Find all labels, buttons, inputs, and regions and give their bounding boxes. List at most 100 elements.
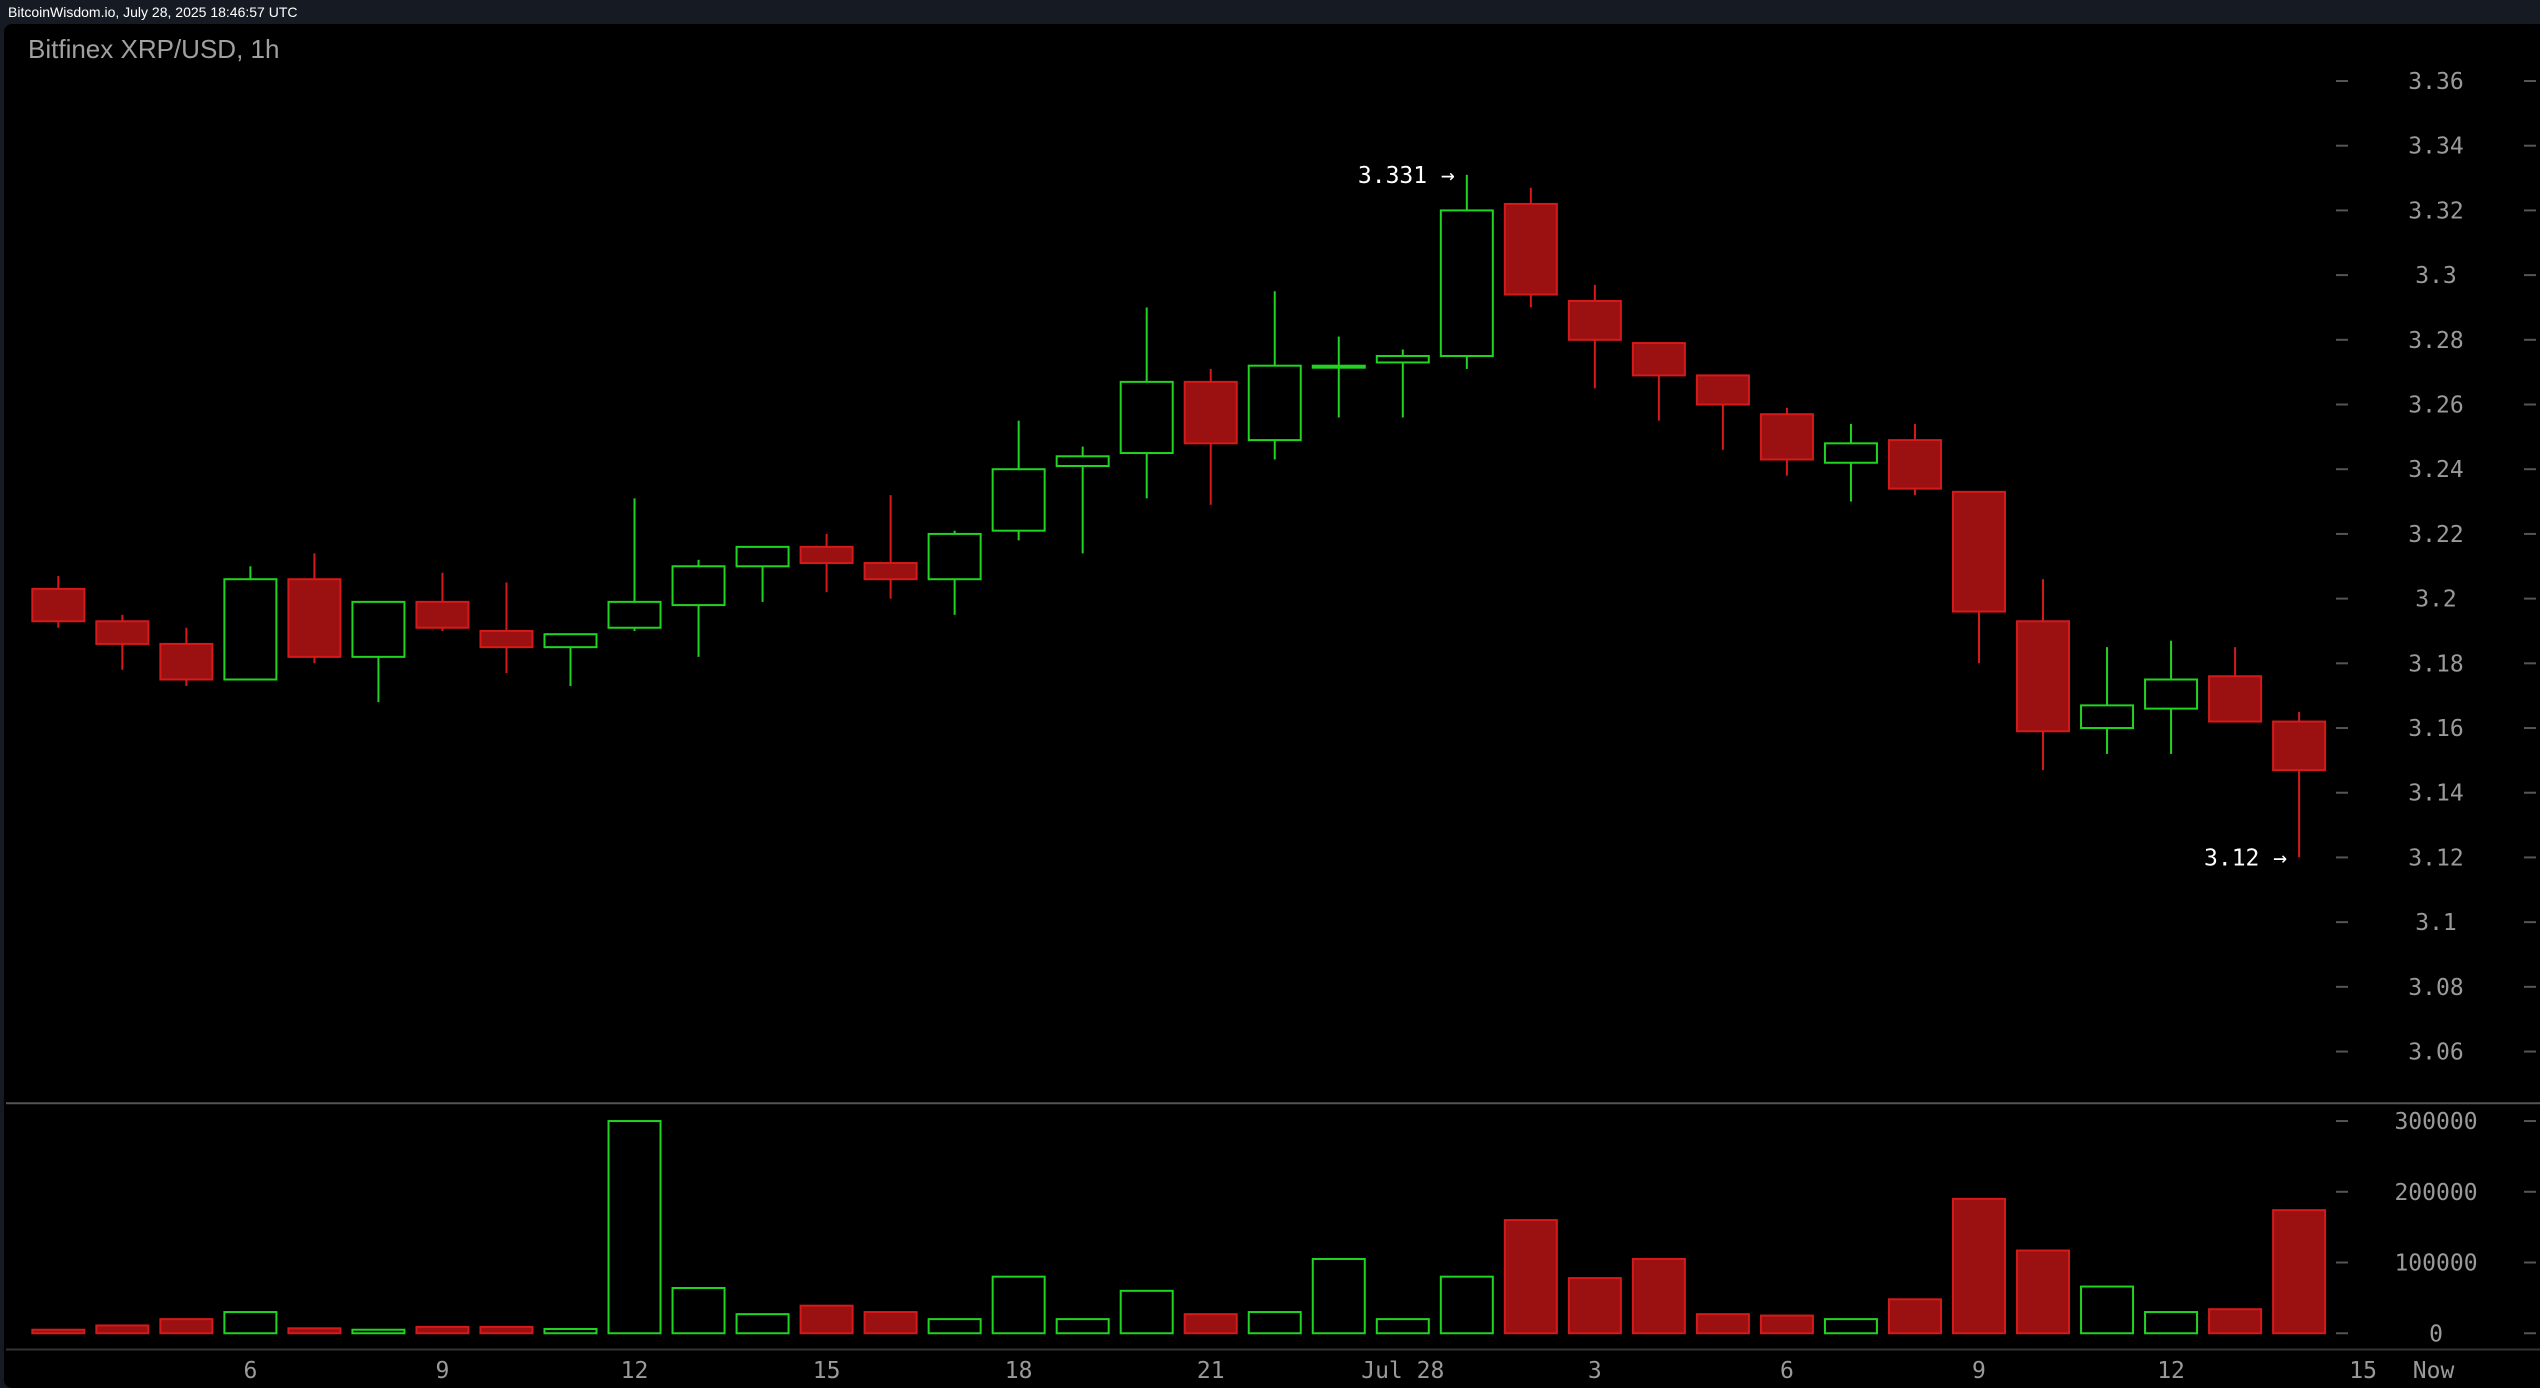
- candle-up: [991, 468, 1046, 532]
- volume-bar: [223, 1311, 278, 1335]
- volume-axis-label: 100000: [2394, 1251, 2477, 1277]
- time-axis-label: Jul 28: [1361, 1358, 1444, 1384]
- time-axis-label: 15: [2349, 1358, 2377, 1384]
- price-axis-label: 3.08: [2408, 975, 2463, 1001]
- candle-down: [2208, 675, 2263, 723]
- candle-up: [2080, 704, 2135, 730]
- candle-down: [1951, 490, 2006, 613]
- volume-bar: [95, 1324, 150, 1335]
- time-axis-label: Now: [2413, 1358, 2455, 1384]
- candle-down: [1887, 439, 1942, 490]
- time-axis-label: 12: [621, 1358, 649, 1384]
- time-axis-label: 12: [2157, 1358, 2185, 1384]
- volume-bar: [415, 1325, 470, 1335]
- volume-bar: [1055, 1318, 1110, 1335]
- price-axis-label: 3.14: [2408, 781, 2463, 807]
- volume-bar: [863, 1311, 918, 1335]
- price-axis-label: 3.28: [2408, 328, 2463, 354]
- price-axis-label: 3.2: [2415, 587, 2457, 613]
- volume-bar: [351, 1328, 406, 1335]
- volume-bar: [1375, 1318, 1430, 1335]
- candle-down: [479, 629, 534, 649]
- time-axis-label: 21: [1197, 1358, 1225, 1384]
- volume-bar: [1887, 1298, 1942, 1335]
- price-axis-label: 3.34: [2408, 134, 2463, 160]
- volume-bar: [1695, 1313, 1750, 1335]
- candle-up: [671, 565, 726, 607]
- volume-bar: [1183, 1313, 1238, 1335]
- candle-up: [1375, 354, 1430, 364]
- price-axis-label: 3.16: [2408, 716, 2463, 742]
- volume-bar: [1823, 1318, 1878, 1335]
- volume-bar: [2144, 1311, 2199, 1335]
- volume-axis-label: 0: [2429, 1321, 2443, 1347]
- volume-bar: [1631, 1257, 1686, 1335]
- volume-bar: [1439, 1275, 1494, 1335]
- volume-bar: [799, 1304, 854, 1335]
- volume-bar: [2080, 1285, 2135, 1335]
- price-axis-label: 3.36: [2408, 69, 2463, 95]
- volume-bar: [927, 1318, 982, 1335]
- volume-bar: [671, 1286, 726, 1335]
- price-axis-label: 3.22: [2408, 522, 2463, 548]
- candle-up: [2144, 678, 2199, 710]
- time-axis-label: 9: [436, 1358, 450, 1384]
- candle-down: [31, 587, 86, 623]
- candle-down: [95, 620, 150, 645]
- volume-bar: [735, 1313, 790, 1335]
- candle-up: [1823, 442, 1878, 464]
- price-axis-label: 3.1: [2415, 910, 2457, 936]
- candle-up: [1055, 455, 1110, 467]
- candle-down: [2016, 620, 2071, 733]
- price-axis-label: 3.12: [2408, 845, 2463, 871]
- candle-up: [351, 600, 406, 658]
- time-axis-label: 18: [1005, 1358, 1033, 1384]
- volume-axis-label: 300000: [2394, 1109, 2477, 1135]
- chart-title: Bitfinex XRP/USD, 1h: [28, 34, 280, 64]
- price-annotation: 3.331 →: [1358, 163, 1455, 189]
- candle-down: [1631, 342, 1686, 377]
- candle-down: [799, 545, 854, 565]
- candle-down: [1503, 202, 1558, 296]
- volume-bar: [1567, 1277, 1622, 1335]
- candle-down: [1183, 380, 1238, 445]
- volume-bar: [607, 1120, 662, 1335]
- time-axis-label: 6: [1780, 1358, 1794, 1384]
- time-axis-label: 9: [1972, 1358, 1986, 1384]
- price-axis-label: 3.24: [2408, 457, 2463, 483]
- time-axis-label: 6: [243, 1358, 257, 1384]
- candle-down: [159, 642, 214, 681]
- volume-bar: [1759, 1314, 1814, 1335]
- price-axis-label: 3.32: [2408, 198, 2463, 224]
- price-annotation: 3.12 →: [2204, 845, 2287, 871]
- candle-down: [1695, 374, 1750, 406]
- price-axis-label: 3.18: [2408, 651, 2463, 677]
- volume-bar: [2272, 1209, 2327, 1335]
- price-axis-label: 3.3: [2415, 263, 2457, 289]
- candle-up: [927, 532, 982, 581]
- candle-down: [1759, 413, 1814, 461]
- top-bar: BitcoinWisdom.io, July 28, 2025 18:46:57…: [0, 0, 2540, 24]
- volume-bar: [1951, 1197, 2006, 1335]
- volume-bar: [543, 1328, 598, 1335]
- volume-bar: [479, 1325, 534, 1335]
- volume-bar: [287, 1327, 342, 1335]
- price-axis-label: 3.26: [2408, 393, 2463, 419]
- time-axis-label: 15: [813, 1358, 841, 1384]
- candle-up: [1247, 364, 1302, 442]
- candle-up: [735, 545, 790, 568]
- candle-down: [863, 562, 918, 581]
- volume-bar: [159, 1318, 214, 1335]
- volume-bar: [1503, 1219, 1558, 1335]
- price-axis-label: 3.06: [2408, 1040, 2463, 1066]
- candle-down: [287, 578, 342, 658]
- time-axis-label: 3: [1588, 1358, 1602, 1384]
- volume-axis-label: 200000: [2394, 1180, 2477, 1206]
- volume-bar: [2016, 1249, 2071, 1335]
- candle-up: [1119, 380, 1174, 455]
- candle-up: [1311, 364, 1366, 369]
- candle-up: [223, 578, 278, 681]
- candle-up: [543, 633, 598, 649]
- timestamp: BitcoinWisdom.io, July 28, 2025 18:46:57…: [8, 4, 298, 20]
